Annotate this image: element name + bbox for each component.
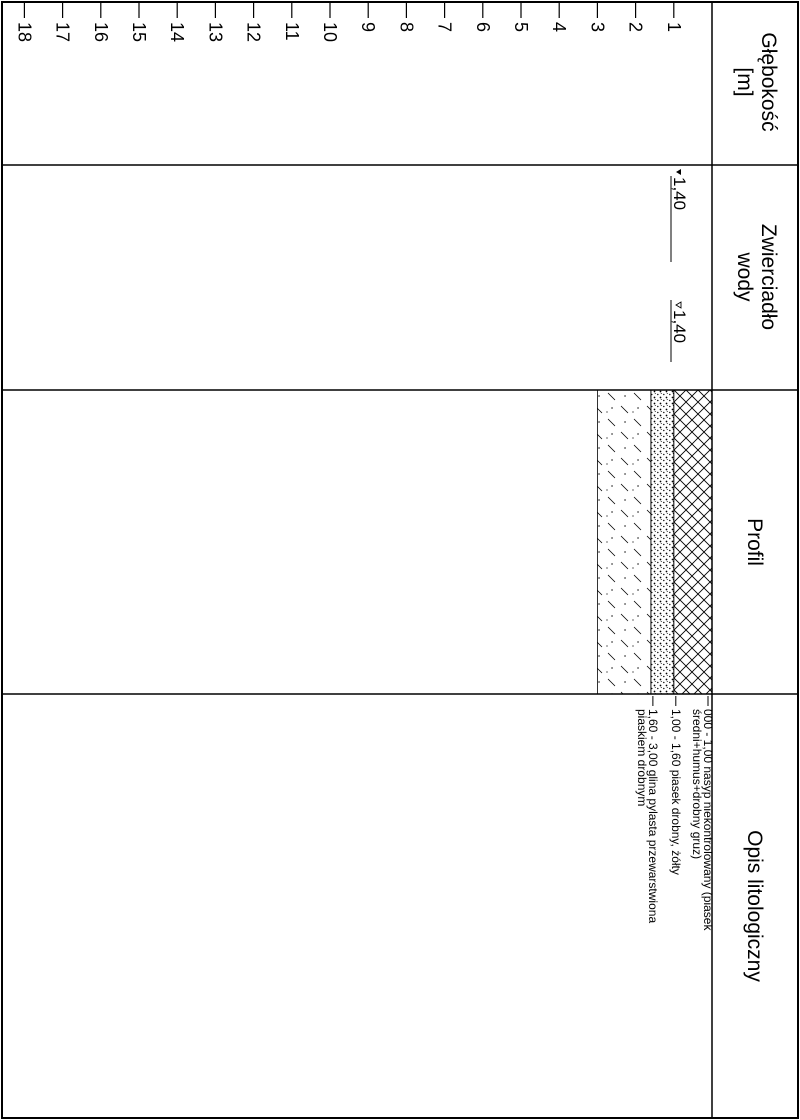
lithology-descriptions: 000 - 1,00 nasyp niekontrolowany (piasek… (635, 696, 715, 931)
water-encountered-value: 1,40 (670, 177, 689, 210)
profile-layer-3 (597, 389, 652, 695)
depth-tick-label: 6 (473, 22, 493, 32)
depth-tick-label: 13 (205, 22, 225, 42)
lithology-description-line: 1,60 - 3,00 glina pylasta przewarstwiona (646, 709, 660, 923)
header-profile: Profil (743, 518, 766, 566)
depth-tick-label: 18 (14, 22, 34, 42)
water-table-encountered: 1,40 (670, 169, 689, 262)
lithology-description-line: 000 - 1,00 nasyp niekontrolowany (piasek (701, 709, 715, 931)
depth-tick-label: 10 (320, 22, 340, 42)
depth-tick-label: 16 (91, 22, 111, 42)
depth-tick-label: 8 (396, 22, 416, 32)
profile-layer-2 (650, 389, 675, 695)
depth-tick-label: 11 (282, 22, 302, 41)
depth-tick-label: 1 (664, 22, 684, 32)
depth-tick-label: 17 (53, 22, 73, 42)
header-description: Opis litologiczny (743, 830, 766, 982)
depth-tick-label: 3 (587, 22, 607, 32)
water-triangle-filled-icon (676, 169, 681, 175)
lithology-description-line: średni+humus+drobny gruz) (690, 709, 704, 859)
header-depth-line1: Głębokość (757, 32, 780, 131)
depth-tick-label: 15 (129, 22, 149, 42)
depth-tick-label: 14 (167, 22, 187, 42)
lithology-description-line: piaskiem drobnym (635, 709, 649, 806)
depth-tick-label: 9 (358, 22, 378, 32)
header-water-line1: Zwierciadło (757, 224, 780, 330)
water-triangle-open-icon (675, 301, 682, 309)
header-water-line2: wody (733, 251, 756, 302)
depth-tick-label: 12 (244, 22, 264, 42)
profile-layer-1 (673, 389, 713, 695)
water-table-established: 1,40 (670, 300, 689, 362)
profile-column (597, 389, 713, 695)
depth-tick-label: 4 (549, 22, 569, 32)
depth-tick-label: 2 (626, 22, 646, 32)
depth-tick-label: 7 (435, 22, 455, 32)
header-depth-line2: [m] (733, 67, 756, 96)
water-established-value: 1,40 (670, 310, 689, 343)
depth-tick-label: 5 (511, 22, 531, 32)
lithology-description-line: 1,00 - 1,60 piasek drobny, żółty (669, 709, 683, 875)
